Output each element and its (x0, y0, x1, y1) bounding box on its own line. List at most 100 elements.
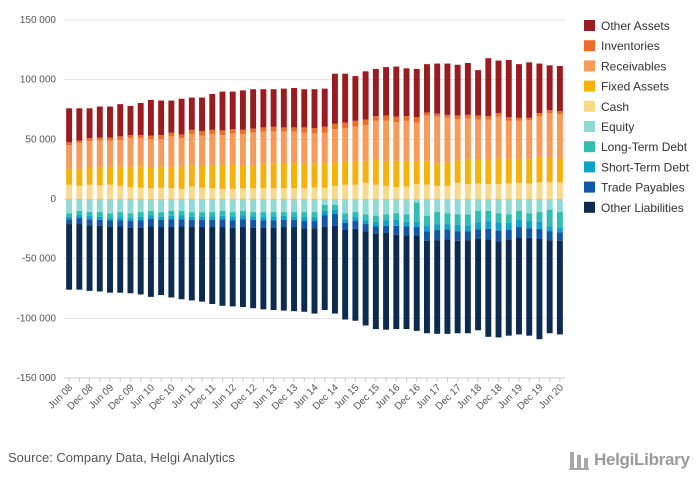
bar-segment (526, 62, 533, 118)
y-tick-label: -50 000 (22, 254, 56, 265)
bar-segment (239, 227, 246, 307)
bar-segment (270, 220, 277, 228)
bar-segment (372, 226, 379, 234)
bar-segment (86, 184, 93, 199)
bar-segment (546, 240, 553, 334)
bar-segment (321, 163, 328, 188)
bar-segment (239, 90, 246, 130)
bar-segment (556, 159, 563, 183)
bar-segment (239, 164, 246, 189)
bar-segment (66, 224, 73, 290)
bar-segment (464, 184, 471, 199)
bar-segment (209, 219, 216, 228)
bar-segment (291, 88, 298, 128)
bar-segment (505, 199, 512, 215)
legend-label: Other Liabilities (601, 201, 684, 215)
bar-segment (383, 67, 390, 116)
bar-segment (250, 199, 257, 213)
bar-segment (403, 235, 410, 330)
bar-segment (229, 212, 236, 217)
bar-segment (516, 199, 522, 211)
bar-segment (76, 185, 83, 199)
bar-segment (464, 214, 471, 226)
bar-segment (342, 161, 349, 185)
bar-segment (526, 221, 533, 229)
bar-segment (291, 212, 298, 217)
bar-segment (270, 126, 277, 132)
bar-segment (239, 133, 246, 165)
bar-segment (464, 62, 471, 115)
bar-segment (158, 135, 165, 140)
bar-segment (434, 63, 441, 114)
bar-segment (147, 135, 154, 140)
bar-segment (168, 136, 175, 168)
bar-segment (291, 163, 298, 189)
bar-segment (331, 185, 338, 199)
bar-segment (96, 219, 103, 226)
bar-segment (270, 162, 277, 189)
bar-segment (505, 183, 512, 199)
bar-segment (301, 127, 308, 133)
bar-segment (280, 212, 287, 216)
bar-segment (403, 160, 410, 187)
bar-segment (280, 199, 287, 213)
bar-segment (301, 188, 308, 199)
bar-segment (393, 199, 400, 214)
bar-segment (158, 199, 165, 213)
bar-segment (199, 135, 205, 166)
legend-swatch (584, 20, 595, 31)
bar-segment (147, 167, 154, 189)
bar-segment (546, 226, 553, 232)
bar-segment (76, 224, 83, 290)
bar-segment (352, 76, 359, 121)
bar-segment (403, 226, 410, 236)
bar-segment (250, 212, 257, 217)
bar-segment (403, 214, 410, 222)
bar-segment (280, 227, 287, 311)
legend-label: Trade Payables (601, 181, 685, 195)
bar-segment (383, 120, 390, 161)
bar-segment (546, 182, 553, 199)
bar-segment (178, 188, 185, 199)
bar-segment (485, 116, 492, 120)
bar-segment (168, 188, 175, 199)
bar-segment (158, 166, 165, 188)
bar-segment (137, 216, 144, 221)
bar-segment (209, 129, 216, 134)
bar-segment (464, 231, 471, 241)
bar-segment (434, 199, 441, 213)
bar-segment (199, 97, 205, 131)
bar-segment (546, 110, 553, 114)
bar-segment (485, 199, 492, 211)
bar-segment (219, 130, 226, 136)
bar-segment (199, 165, 205, 188)
bar-segment (188, 129, 195, 134)
bar-segment (127, 213, 134, 219)
bar-segment (321, 227, 328, 310)
bar-segment (505, 239, 512, 336)
bar-segment (76, 142, 83, 170)
bar-segment (372, 68, 379, 117)
bar-segment (495, 199, 502, 214)
bar-segment (393, 116, 400, 123)
y-tick-label: -100 000 (17, 313, 57, 324)
bar-segment (260, 127, 267, 132)
legend-label: Inventories (601, 39, 660, 53)
bar-segment (516, 159, 522, 183)
y-tick-label: 0 (50, 194, 56, 205)
bar-segment (270, 188, 277, 199)
bar-segment (454, 231, 461, 241)
legend-label: Long-Term Debt (601, 140, 688, 154)
bar-segment (495, 184, 502, 199)
bar-segment (434, 185, 441, 199)
bar-segment (127, 166, 134, 188)
bar-segment (229, 227, 236, 307)
bar-segment (321, 126, 328, 133)
bar-segment (546, 199, 553, 210)
bar-segment (250, 164, 257, 189)
bar-segment (444, 213, 451, 225)
bar-segment (444, 63, 451, 115)
bar-segment (321, 204, 328, 211)
bar-segment (76, 218, 83, 225)
bar-segment (147, 139, 154, 168)
